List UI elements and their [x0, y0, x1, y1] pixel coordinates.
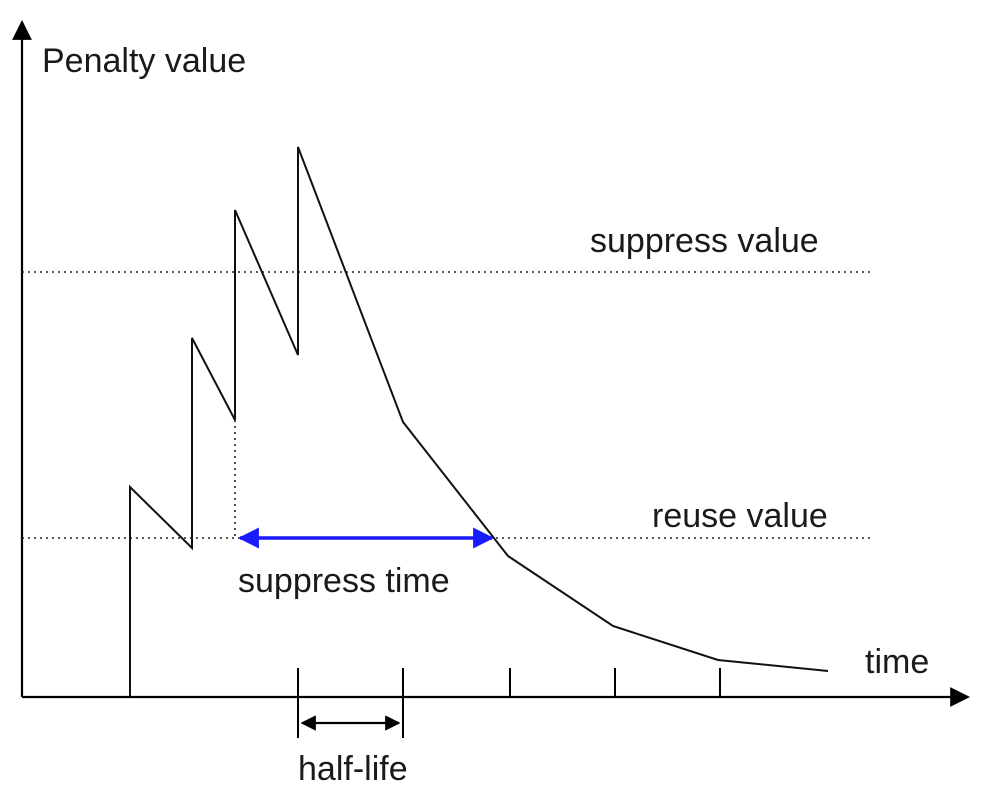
penalty-curve — [129, 146, 829, 697]
half-life-label: half-life — [298, 750, 408, 787]
suppress-time-label: suppress time — [238, 562, 450, 600]
suppress-value-label: suppress value — [590, 222, 819, 260]
x-axis-label: time — [865, 643, 929, 681]
reuse-value-label: reuse value — [652, 497, 828, 535]
time-ticks — [297, 668, 721, 738]
y-axis-label: Penalty value — [42, 42, 246, 80]
